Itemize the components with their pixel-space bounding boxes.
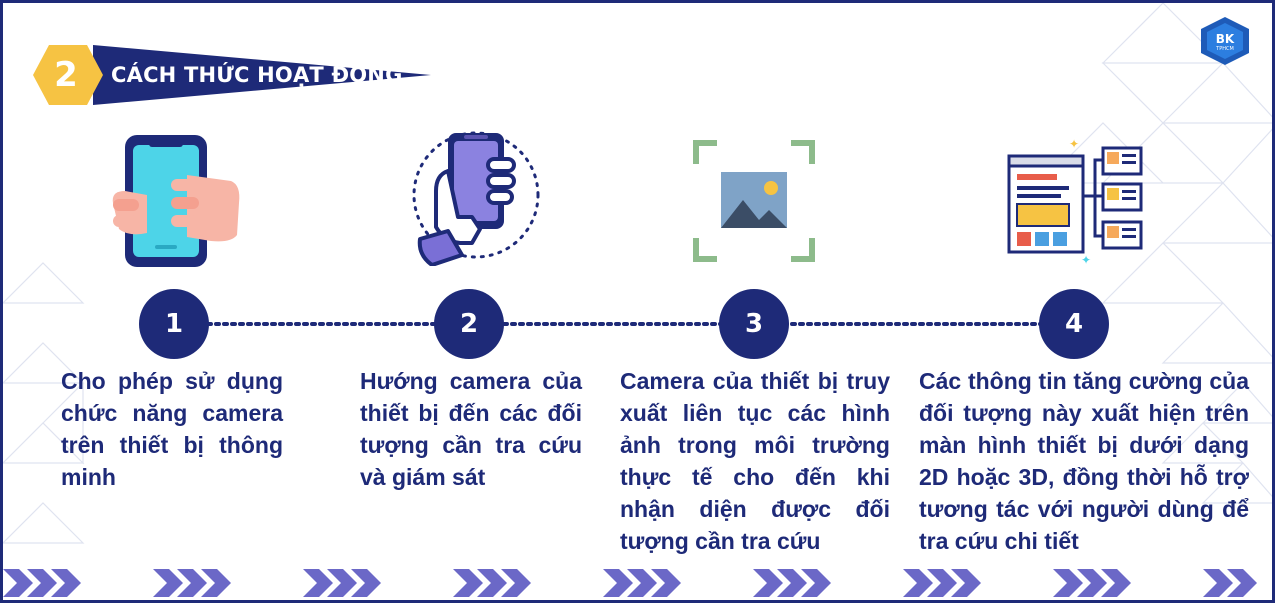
chevron-arrow-icon (651, 569, 681, 597)
ui-layout-icon: ✦ ✦ (1007, 137, 1143, 267)
logo-text: BK (1215, 32, 1235, 46)
section-number: 2 (54, 55, 78, 95)
chevron-arrow-icon (1053, 569, 1083, 597)
svg-text:✦: ✦ (1069, 137, 1079, 151)
chevron-arrow-icon (453, 569, 483, 597)
chevron-arrow-icon (153, 569, 183, 597)
chevron-arrow-icon (1077, 569, 1107, 597)
chevron-arrow-icon (801, 569, 831, 597)
step-description-3: Camera của thiết bị truy xuất liên tục c… (620, 368, 890, 554)
logo-hexagon-icon (1201, 17, 1249, 65)
chevron-arrow-icon (603, 569, 633, 597)
section-header: 2 CÁCH THỨC HOẠT ĐỘNG (33, 43, 433, 107)
chevron-arrow-icon (777, 569, 807, 597)
chevron-arrow-icon (477, 569, 507, 597)
chevron-arrow-icon (327, 569, 357, 597)
step-description-1: Cho phép sử dụng chức năng camera trên t… (61, 368, 283, 490)
svg-text:✦: ✦ (1081, 253, 1091, 267)
step-description-2: Hướng camera của thiết bị đến các đối tư… (360, 368, 582, 490)
chevron-arrow-icon (351, 569, 381, 597)
chevron-arrow-icon (177, 569, 207, 597)
logo-subtext: TPHCM (1216, 46, 1234, 52)
step-number-4: 4 (1039, 289, 1109, 359)
hand-holding-phone-icon (412, 131, 540, 266)
chevron-arrow-icon (3, 569, 33, 597)
chevron-arrow-icon (1203, 569, 1233, 597)
image-scan-icon (693, 140, 815, 262)
chevron-arrow-icon (501, 569, 531, 597)
step-number-3: 3 (719, 289, 789, 359)
bk-logo: BK TPHCM (1197, 15, 1253, 67)
chevron-arrow-icon (927, 569, 957, 597)
section-title: CÁCH THỨC HOẠT ĐỘNG (111, 63, 403, 87)
chevron-arrow-icon (201, 569, 231, 597)
chevron-arrow-icon (1101, 569, 1131, 597)
timeline-dotted-line (206, 322, 1045, 326)
chevron-arrow-icon (627, 569, 657, 597)
header-banner-shape (33, 45, 431, 105)
chevron-arrow-icon (903, 569, 933, 597)
chevron-footer-pattern (3, 569, 1257, 597)
smartphone-hand-icon (112, 135, 240, 267)
chevron-arrow-icon (303, 569, 333, 597)
chevron-arrow-icon (51, 569, 81, 597)
step-description-4: Các thông tin tăng cường của đối tượng n… (919, 368, 1249, 554)
chevron-arrow-icon (27, 569, 57, 597)
chevron-arrow-icon (753, 569, 783, 597)
chevron-arrow-icon (951, 569, 981, 597)
step-number-2: 2 (434, 289, 504, 359)
chevron-arrow-icon (1227, 569, 1257, 597)
step-number-1: 1 (139, 289, 209, 359)
